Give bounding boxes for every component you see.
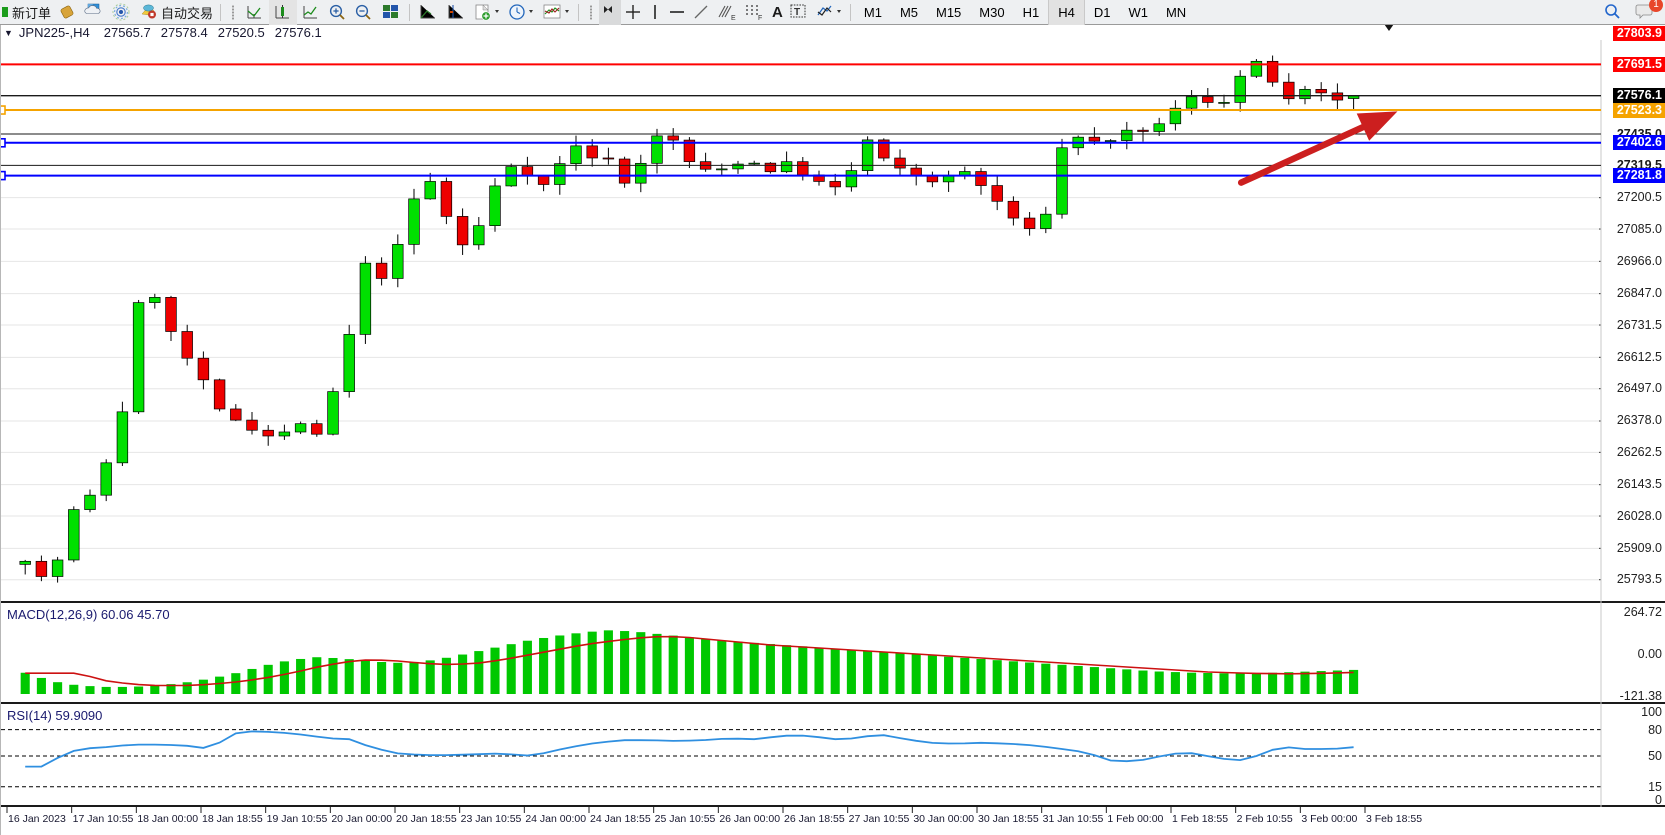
svg-text:E: E [731, 15, 736, 21]
svg-text:F: F [758, 15, 762, 21]
svg-text:T: T [794, 7, 800, 18]
